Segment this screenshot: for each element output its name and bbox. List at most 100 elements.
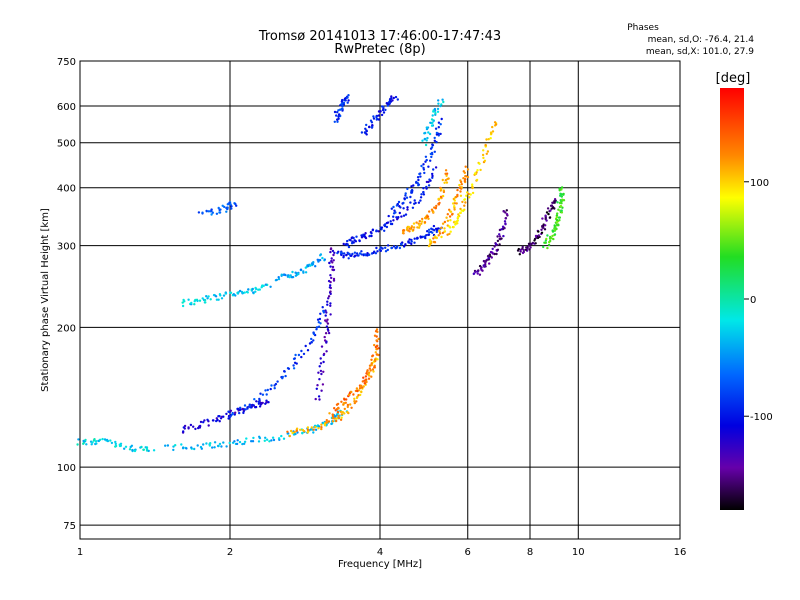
data-point	[562, 199, 566, 202]
data-point	[382, 105, 385, 109]
data-point	[465, 194, 468, 197]
data-point	[406, 187, 409, 191]
data-point	[333, 110, 337, 114]
data-point	[181, 301, 184, 304]
data-point	[299, 428, 302, 431]
x-tick-label: 10	[572, 547, 585, 558]
data-point	[418, 172, 421, 176]
data-point	[187, 298, 190, 301]
data-point	[450, 213, 454, 216]
data-point	[364, 375, 368, 378]
data-point	[401, 231, 405, 235]
data-point	[152, 449, 156, 452]
data-point	[368, 125, 371, 128]
data-point	[337, 416, 341, 420]
data-point	[436, 110, 440, 114]
data-point	[392, 205, 395, 209]
data-point	[407, 225, 410, 229]
data-point	[452, 225, 455, 229]
data-point	[471, 186, 474, 189]
data-point	[398, 211, 401, 215]
data-point	[447, 177, 450, 180]
data-point	[340, 400, 343, 403]
data-point	[320, 389, 323, 392]
data-point	[456, 222, 459, 225]
data-point	[325, 341, 328, 344]
data-point	[439, 195, 443, 198]
data-point	[193, 447, 196, 451]
data-point	[467, 192, 470, 196]
data-point	[248, 404, 251, 408]
data-point	[317, 325, 321, 328]
data-point	[283, 370, 286, 373]
data-point	[209, 298, 212, 301]
data-point	[213, 446, 216, 449]
data-point	[481, 153, 485, 157]
data-point	[355, 396, 359, 400]
data-point	[435, 230, 438, 234]
data-point	[94, 440, 98, 443]
data-point	[319, 357, 322, 360]
data-point	[469, 193, 472, 196]
data-point	[392, 215, 395, 218]
data-point	[345, 398, 348, 401]
data-point	[365, 133, 368, 136]
data-point	[255, 400, 258, 403]
data-point	[463, 208, 466, 211]
data-point	[196, 299, 199, 303]
data-point	[198, 299, 202, 302]
data-point	[360, 386, 364, 389]
data-point	[433, 241, 437, 244]
data-point	[483, 265, 486, 268]
data-point	[109, 439, 112, 442]
data-point	[550, 207, 553, 210]
data-point	[551, 229, 554, 232]
data-point	[449, 210, 453, 213]
data-point	[355, 252, 359, 255]
data-point	[329, 284, 332, 287]
data-point	[342, 254, 345, 258]
data-point	[329, 265, 332, 268]
data-point	[444, 169, 448, 172]
data-point	[476, 169, 479, 172]
data-point	[441, 194, 445, 198]
data-point	[350, 390, 353, 394]
data-point	[257, 400, 260, 404]
data-point	[440, 235, 443, 239]
data-point	[130, 444, 134, 447]
data-point	[364, 127, 367, 130]
data-point	[382, 111, 386, 114]
data-point	[236, 292, 240, 295]
data-point	[351, 240, 354, 244]
data-point	[311, 262, 315, 266]
data-point	[316, 384, 319, 387]
data-point	[312, 431, 315, 434]
data-point	[370, 362, 373, 365]
data-point	[430, 155, 433, 159]
data-point	[218, 211, 222, 214]
data-point	[371, 354, 375, 357]
data-point	[443, 230, 447, 233]
data-point	[375, 115, 378, 119]
data-point	[369, 369, 372, 372]
data-point	[502, 210, 505, 213]
data-point	[202, 443, 205, 446]
data-point	[402, 229, 405, 232]
data-point	[212, 293, 216, 297]
data-point	[355, 235, 358, 238]
data-point	[403, 244, 406, 248]
data-point	[466, 191, 469, 194]
data-point	[144, 446, 147, 449]
data-point	[357, 254, 360, 257]
data-point	[276, 380, 279, 383]
data-point	[486, 254, 490, 258]
data-point	[551, 234, 554, 238]
data-point	[360, 131, 364, 134]
data-point	[484, 261, 487, 264]
data-point	[304, 271, 308, 274]
data-point	[364, 378, 368, 381]
data-point	[324, 319, 327, 322]
data-point	[455, 202, 458, 205]
data-point	[271, 436, 275, 439]
data-point	[308, 342, 312, 345]
